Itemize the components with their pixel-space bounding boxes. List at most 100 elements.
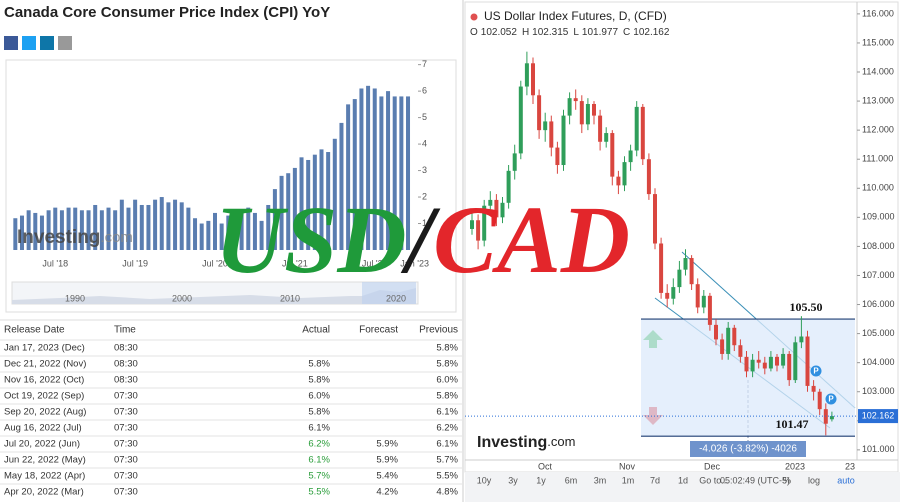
left-title: Canada Core Consumer Price Index (CPI) Y… xyxy=(4,4,330,21)
candle-body xyxy=(518,86,523,154)
candle-body xyxy=(622,162,627,186)
candle-body xyxy=(524,63,529,87)
table-cell: 08:30 xyxy=(114,375,138,386)
x-tick-label: 23 xyxy=(845,461,855,471)
navigator-window xyxy=(362,282,416,304)
toolbar-item[interactable]: log xyxy=(808,475,820,485)
bar xyxy=(93,204,98,250)
bar xyxy=(372,88,377,250)
toolbar-item[interactable]: % xyxy=(783,475,791,485)
bar xyxy=(99,210,104,250)
table-cell: 5.7% xyxy=(436,455,458,466)
bar xyxy=(266,204,271,250)
candle-body xyxy=(573,98,578,102)
share-icons xyxy=(4,36,72,50)
bar xyxy=(312,154,317,250)
candle-body xyxy=(585,103,590,125)
candle-body xyxy=(750,359,755,372)
email-icon[interactable] xyxy=(58,36,72,50)
table-cell: 6.1% xyxy=(436,439,458,450)
candle-body xyxy=(701,295,706,308)
candle-body xyxy=(775,356,779,366)
watermark-suffix: .com xyxy=(100,229,133,246)
toolbar-item[interactable]: auto xyxy=(837,475,855,485)
bar xyxy=(359,88,364,250)
candle-body xyxy=(494,199,499,218)
toolbar-item[interactable]: Go to... xyxy=(699,475,729,485)
table-cell: 07:30 xyxy=(114,455,138,466)
toolbar-item[interactable]: 1d xyxy=(678,475,688,485)
linkedin-icon[interactable] xyxy=(40,36,54,50)
bar xyxy=(346,104,351,250)
y-tick-label: 106.000 xyxy=(862,299,895,309)
candle-body xyxy=(561,115,566,166)
marker xyxy=(810,365,822,377)
bar xyxy=(332,138,337,250)
navigator-label: 1990 xyxy=(65,293,85,303)
bar xyxy=(133,199,138,250)
candle-body xyxy=(488,199,493,206)
x-tick-label: 2023 xyxy=(785,461,805,471)
table-cell: 6.1% xyxy=(308,455,330,466)
bar xyxy=(46,210,51,250)
toolbar-item[interactable]: 1y xyxy=(536,475,546,485)
table-cell: 4.2% xyxy=(376,487,398,498)
candle-body xyxy=(543,121,548,131)
toolbar-item[interactable]: 6m xyxy=(565,475,578,485)
overlay-part: USD xyxy=(215,186,407,293)
candle-body xyxy=(610,133,615,177)
bar xyxy=(13,218,18,250)
table-cell: Nov 16, 2022 (Oct) xyxy=(4,375,84,386)
candle-body xyxy=(592,103,596,116)
navigator-label: 2000 xyxy=(172,293,192,303)
toolbar-item[interactable]: 3m xyxy=(594,475,607,485)
ohlc-key: O xyxy=(470,27,478,38)
y-tick-label: 114.000 xyxy=(862,66,894,76)
toolbar-item[interactable]: 1m xyxy=(622,475,635,485)
bar xyxy=(206,220,211,250)
facebook-icon[interactable] xyxy=(4,36,18,50)
bar xyxy=(19,215,24,250)
table-cell: 5.8% xyxy=(436,343,458,354)
twitter-icon[interactable] xyxy=(22,36,36,50)
watermark: Investing.com xyxy=(477,434,575,451)
candle-body xyxy=(579,101,584,125)
bar xyxy=(239,212,244,250)
y-tick-label: 5 xyxy=(422,112,427,122)
y-tick-label: 108.000 xyxy=(862,241,895,251)
y-tick-label: 115.000 xyxy=(862,37,894,47)
candle-body xyxy=(555,147,560,166)
y-tick-label: 3 xyxy=(422,165,427,175)
legend-dot xyxy=(470,13,478,21)
toolbar-item[interactable]: 3y xyxy=(508,475,518,485)
bar xyxy=(326,152,331,250)
left-chart-frame xyxy=(5,59,457,313)
toolbar-item[interactable]: 7d xyxy=(650,475,660,485)
table-cell: 5.5% xyxy=(436,471,458,482)
bar xyxy=(39,215,44,250)
bar xyxy=(286,173,291,250)
table-cell: 5.9% xyxy=(376,439,398,450)
marker-label: P xyxy=(813,367,819,376)
candle-body xyxy=(707,295,712,325)
table-header: Time xyxy=(114,325,136,336)
table-cell: 5.8% xyxy=(308,407,330,418)
toolbar-item[interactable]: 10y xyxy=(477,475,492,485)
y-tick-label: 1 xyxy=(422,218,427,228)
candle-body xyxy=(628,150,633,163)
bar xyxy=(79,210,84,250)
bar xyxy=(153,199,158,250)
measure-box xyxy=(690,441,806,457)
table-cell: 6.0% xyxy=(436,375,458,386)
candle-body xyxy=(829,416,834,420)
toolbar-item[interactable]: 05:02:49 (UTC-5) xyxy=(720,475,790,485)
bar xyxy=(319,149,324,250)
watermark-suffix: .com xyxy=(547,434,575,449)
ohlc-value: 102.162 xyxy=(633,27,670,38)
y-tick-label: 110.000 xyxy=(862,183,894,193)
table-header: Actual xyxy=(302,325,330,336)
bar xyxy=(339,122,344,250)
candle-body xyxy=(714,324,718,340)
y-tick-label: 104.000 xyxy=(862,357,895,367)
bar xyxy=(392,96,397,250)
